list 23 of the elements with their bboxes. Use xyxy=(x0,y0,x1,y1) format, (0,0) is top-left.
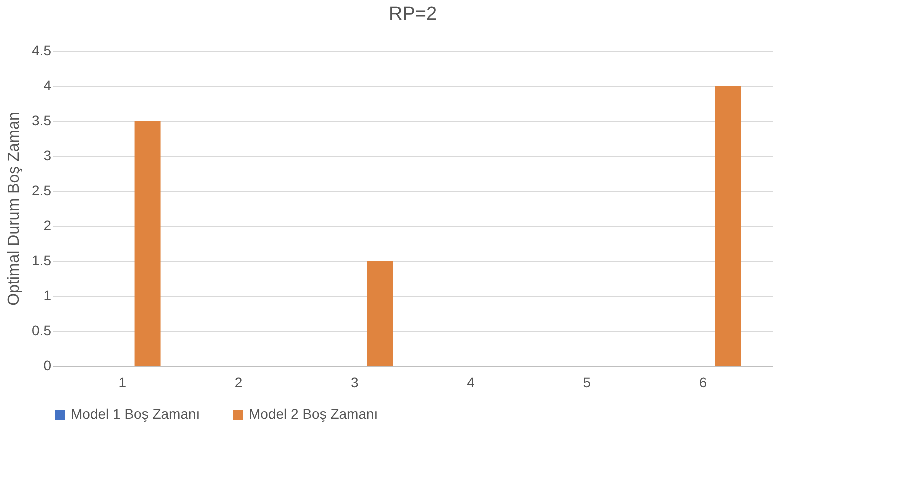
y-tick-label: 4 xyxy=(44,78,52,94)
x-tick-label: 4 xyxy=(467,374,476,390)
bar xyxy=(134,121,161,366)
y-tick-label: 1 xyxy=(44,288,52,304)
chart-title: RP=2 xyxy=(388,4,438,25)
x-tick-label: 6 xyxy=(699,374,708,390)
x-tick-label: 2 xyxy=(234,374,243,390)
bar xyxy=(715,86,742,366)
y-tick-label: 2 xyxy=(44,218,52,234)
y-tick-label: 4.5 xyxy=(32,42,52,58)
y-axis-title: Optimal Durum Boş Zaman xyxy=(6,112,24,306)
x-tick-label: 1 xyxy=(118,374,127,390)
y-tick-label: 0 xyxy=(44,358,52,374)
legend-label: Model 1 Boş Zamanı xyxy=(71,406,200,422)
y-tick-label: 3.5 xyxy=(32,112,52,128)
y-tick-label: 1.5 xyxy=(32,252,52,268)
y-tick-label: 3 xyxy=(44,148,52,164)
y-tick-label: 2.5 xyxy=(32,182,52,198)
x-tick-label: 3 xyxy=(351,374,360,390)
bar xyxy=(367,261,394,366)
y-tick-label: 0.5 xyxy=(32,322,52,338)
legend-label: Model 2 Boş Zamanı xyxy=(249,406,378,422)
x-tick-label: 5 xyxy=(583,374,592,390)
